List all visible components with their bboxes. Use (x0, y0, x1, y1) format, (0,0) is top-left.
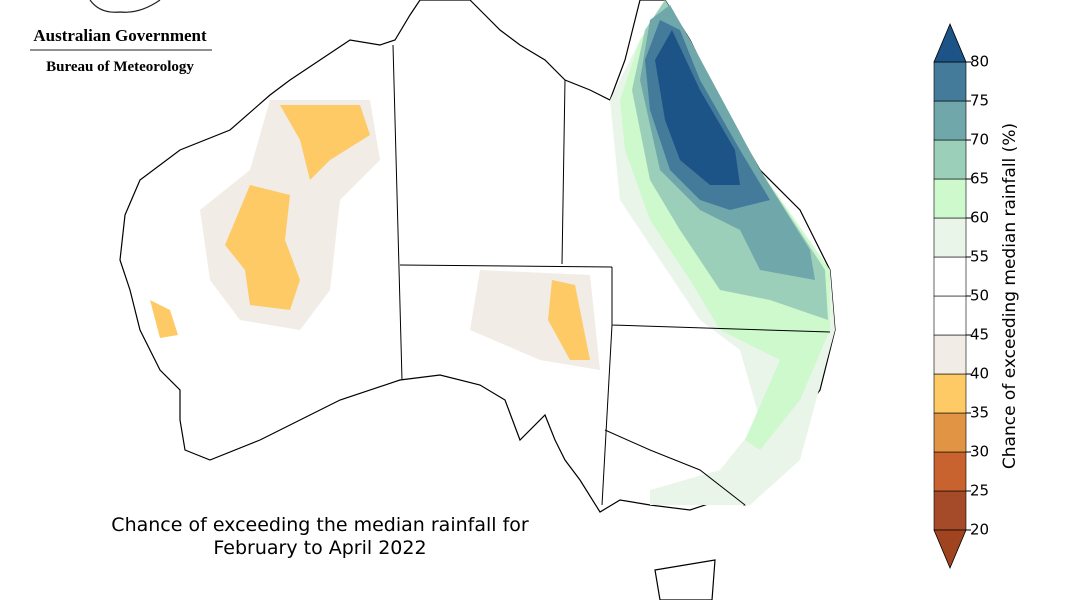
map-title: February to April 2022 (213, 537, 426, 559)
state-borders (392, 44, 831, 506)
wet-area (655, 30, 740, 185)
colorbar-tick-label: 35 (970, 404, 989, 422)
colorbar-bin (933, 217, 967, 258)
colorbar-bin (933, 412, 967, 453)
dry-area (548, 280, 590, 360)
crest (89, 0, 161, 13)
colorbar-extend-under (933, 529, 967, 570)
colorbar-tick-label: 50 (970, 287, 989, 305)
colorbar-extend-over (933, 22, 967, 63)
colorbar-bin (933, 139, 967, 180)
colorbar-tick-label: 40 (970, 365, 989, 383)
colorbar-bin (933, 451, 967, 492)
dry-area (280, 105, 370, 180)
colorbar-label: Chance of exceeding median rainfall (%) (1000, 123, 1020, 469)
border (392, 44, 403, 381)
colorbar-tick-label: 45 (970, 326, 989, 344)
colorbar-tick-label: 30 (970, 443, 989, 461)
colorbar-bin (933, 490, 967, 531)
border (604, 429, 746, 506)
border (561, 79, 566, 265)
dry-area (225, 185, 300, 310)
logo: Australian Government Bureau of Meteorol… (30, 0, 212, 75)
colorbar-tick-label: 55 (970, 248, 989, 266)
agency-name: Bureau of Meteorology (46, 59, 194, 75)
colorbar-bin (933, 61, 967, 102)
below-area (200, 100, 380, 330)
colorbar-tick-label: 20 (970, 521, 989, 539)
colorbar-bin (933, 100, 967, 141)
map-title: Chance of exceeding the median rainfall … (111, 514, 529, 536)
dry-area (150, 300, 178, 338)
colorbar-tick-label: 60 (970, 209, 989, 227)
border (399, 264, 613, 268)
tasmania (654, 559, 716, 600)
colorbar-tick-label: 65 (970, 170, 989, 188)
rainfall-fields (150, 0, 835, 505)
colorbar-tick-label: 70 (970, 131, 989, 149)
colorbar-bin (933, 373, 967, 414)
colorbar-bin (933, 178, 967, 219)
colorbar-bin (933, 334, 967, 375)
map: Chance of exceeding the median rainfall … (111, 0, 836, 600)
colorbar: 20 25 30 35 40 45 50 55 60 65 70 75 80 Chance of exce… (933, 22, 1020, 570)
colorbar-bin (933, 295, 967, 336)
colorbar-bin (933, 256, 967, 297)
colorbar-tick-label: 80 (970, 53, 989, 71)
colorbar-tick-label: 75 (970, 92, 989, 110)
border (601, 324, 613, 506)
government-name: Australian Government (33, 26, 207, 45)
colorbar-tick-label: 25 (970, 482, 989, 500)
